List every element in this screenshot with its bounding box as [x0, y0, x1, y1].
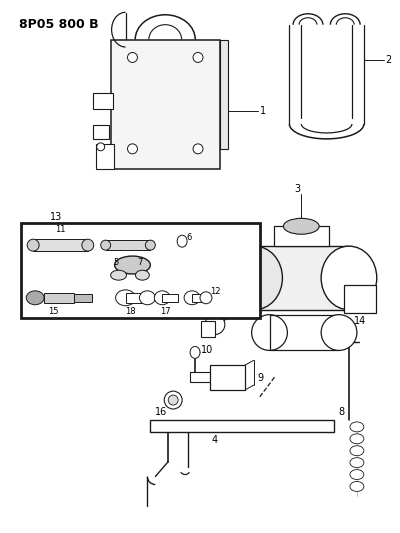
Text: 15: 15 [48, 307, 58, 316]
Bar [255, 246, 349, 310]
Ellipse shape [27, 239, 39, 251]
Text: 14: 14 [354, 316, 366, 326]
Bar [270, 314, 339, 350]
Ellipse shape [321, 246, 377, 310]
Text: 13: 13 [50, 212, 62, 222]
Text: 10: 10 [201, 345, 213, 356]
Text: 17: 17 [160, 307, 170, 316]
Text: 8: 8 [338, 407, 344, 417]
Ellipse shape [145, 240, 155, 250]
Bar [274, 227, 329, 246]
Ellipse shape [26, 291, 44, 305]
Ellipse shape [97, 143, 105, 151]
Bar [197, 266, 215, 290]
Ellipse shape [128, 144, 138, 154]
Text: 11: 11 [55, 225, 65, 234]
Ellipse shape [321, 314, 357, 350]
Bar [33, 239, 88, 251]
Ellipse shape [350, 434, 364, 444]
Ellipse shape [350, 446, 364, 456]
Ellipse shape [350, 470, 364, 480]
Bar [93, 93, 113, 109]
Bar [201, 321, 215, 336]
Ellipse shape [193, 144, 203, 154]
Text: 9: 9 [258, 373, 264, 383]
Text: 2: 2 [386, 55, 392, 66]
Text: 4: 4 [212, 435, 218, 445]
Bar [255, 246, 349, 310]
Ellipse shape [193, 52, 203, 62]
Text: 6: 6 [186, 233, 192, 241]
Ellipse shape [61, 224, 71, 232]
Ellipse shape [136, 270, 149, 280]
Bar [210, 365, 245, 390]
Text: 1: 1 [260, 106, 266, 116]
Ellipse shape [350, 458, 364, 467]
Bar [192, 294, 206, 302]
Ellipse shape [116, 290, 136, 306]
Ellipse shape [200, 292, 212, 304]
Bar [270, 314, 339, 350]
Bar [21, 223, 260, 318]
Bar [106, 240, 150, 250]
Ellipse shape [350, 422, 364, 432]
Ellipse shape [128, 52, 138, 62]
Bar [93, 125, 109, 139]
Text: 18: 18 [125, 307, 136, 316]
Bar [96, 144, 114, 168]
Ellipse shape [177, 235, 187, 247]
Text: 12: 12 [210, 287, 220, 296]
Ellipse shape [284, 219, 319, 234]
Ellipse shape [203, 264, 227, 292]
Ellipse shape [46, 228, 60, 238]
Bar [220, 39, 228, 149]
Ellipse shape [65, 229, 77, 237]
Bar [344, 285, 376, 313]
Ellipse shape [164, 391, 182, 409]
Ellipse shape [252, 314, 287, 350]
Text: 8P05 800 B: 8P05 800 B [19, 18, 99, 31]
Bar [215, 250, 253, 306]
Ellipse shape [350, 481, 364, 491]
Ellipse shape [82, 239, 94, 251]
Text: 7: 7 [138, 258, 143, 267]
Ellipse shape [184, 291, 200, 305]
Bar [111, 39, 220, 168]
Text: 16: 16 [155, 407, 167, 417]
Ellipse shape [57, 233, 69, 241]
Bar [150, 420, 334, 432]
Text: 5: 5 [114, 258, 119, 267]
Ellipse shape [101, 240, 111, 250]
Bar [162, 294, 178, 302]
Ellipse shape [205, 314, 225, 335]
Bar [44, 293, 74, 303]
Text: 3: 3 [294, 183, 300, 193]
Ellipse shape [168, 395, 178, 405]
Ellipse shape [111, 270, 126, 280]
Bar [74, 294, 92, 302]
Bar [190, 372, 222, 382]
Ellipse shape [154, 291, 170, 305]
Ellipse shape [190, 346, 200, 358]
Ellipse shape [114, 256, 150, 274]
Ellipse shape [227, 246, 282, 310]
Bar [126, 293, 147, 303]
Ellipse shape [140, 291, 155, 305]
